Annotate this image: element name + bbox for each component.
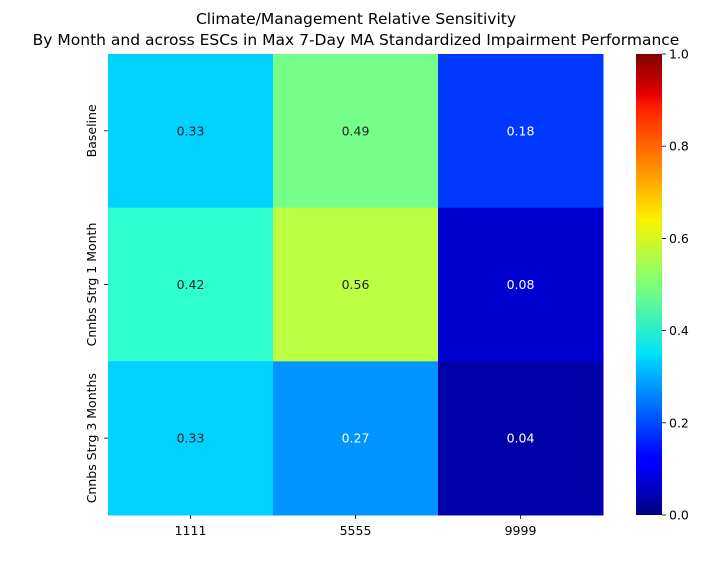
- x-axis: 1111 5555 9999: [175, 515, 537, 538]
- cell-value-label: 0.04: [507, 431, 535, 446]
- cell-value-label: 0.33: [177, 123, 205, 138]
- heatmap-cells: 0.33 0.49 0.18 0.42 0.56 0.08 0.33 0.27 0.04: [108, 54, 604, 516]
- colorbar: [636, 54, 662, 515]
- heatmap-cell: [438, 361, 604, 516]
- heatmap-cell: [273, 207, 439, 362]
- colorbar-tick-label: 0.0: [669, 508, 689, 523]
- x-tick-label: 5555: [340, 523, 372, 538]
- x-tick-label: 1111: [175, 523, 207, 538]
- cell-value-label: 0.33: [177, 431, 205, 446]
- cell-value-label: 0.18: [507, 123, 535, 138]
- cell-value-label: 0.49: [342, 123, 370, 138]
- y-tick-label: Cnnbs Strg 1 Month: [84, 223, 99, 347]
- cell-value-label: 0.42: [177, 277, 205, 292]
- x-tick-label: 9999: [505, 523, 537, 538]
- heatmap-cell: [108, 54, 274, 209]
- colorbar-tick-label: 0.4: [669, 323, 689, 338]
- colorbar-tick-label: 1.0: [669, 47, 689, 62]
- colorbar-axis: 0.0 0.2 0.4 0.6 0.8 1.0: [662, 47, 689, 523]
- y-axis: Baseline Cnnbs Strg 1 Month Cnnbs Strg 3 M…: [84, 104, 108, 503]
- cell-value-label: 0.08: [507, 277, 535, 292]
- heatmap-cell: [273, 361, 439, 516]
- colorbar-tick-label: 0.6: [669, 231, 689, 246]
- cell-value-label: 0.56: [342, 277, 370, 292]
- chart-subtitle: By Month and across ESCs in Max 7-Day MA…: [33, 31, 680, 49]
- heatmap-cell: [108, 361, 274, 516]
- colorbar-tick-label: 0.8: [669, 139, 689, 154]
- cell-value-label: 0.27: [342, 431, 370, 446]
- chart-title: Climate/Management Relative Sensitivity: [196, 10, 516, 28]
- heatmap-cell: [438, 207, 604, 362]
- y-tick-label: Baseline: [84, 104, 99, 157]
- heatmap-cell: [438, 54, 604, 209]
- y-tick-label: Cnnbs Strg 3 Months: [84, 373, 99, 503]
- heatmap-cell: [273, 54, 439, 209]
- colorbar-tick-label: 0.2: [669, 415, 689, 430]
- heatmap-cell: [108, 207, 274, 362]
